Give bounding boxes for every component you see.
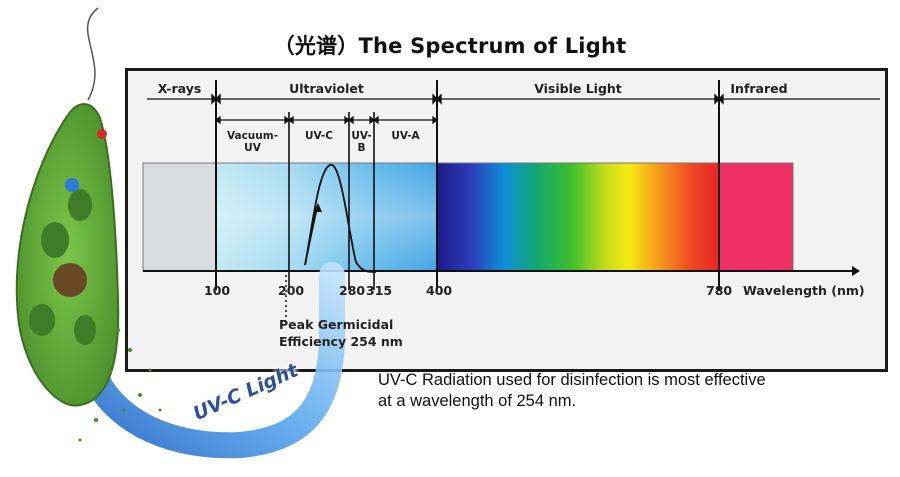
tick-label-100: 100 [204,283,231,298]
page-title: （光谱）The Spectrum of Light [273,34,627,58]
region-label-ultraviolet: Ultraviolet [289,81,364,96]
caption-text: UV-C Radiation used for disinfection is … [378,371,766,410]
subregion-label-uva: UV-A [391,130,420,142]
region-label-xrays: X-rays [157,81,202,96]
tick-label-400: 400 [426,283,453,298]
germicidal-curve [304,164,377,273]
microorganism-illustration [15,7,120,407]
subregion-label-vacuum-uv: Vacuum- UV [226,130,279,154]
peak-germicidal-note: Peak Germicidal Efficiency 254 nm [279,317,403,349]
tick-label-200: 200 [278,283,305,298]
tick-label-280: 280 [339,283,366,298]
visible-band [437,163,719,271]
subregion-label-uvb: UV- B [351,130,372,154]
region-label-infrared: Infrared [730,81,788,96]
xray-band [142,162,217,272]
infrared-band [718,162,794,272]
uv-band-sheen [216,163,437,271]
tick-label-780: 780 [706,283,733,298]
tick-label-315: 315 [366,283,393,298]
region-label-visible: Visible Light [534,81,622,96]
subregion-label-uvc: UV-C [305,130,333,142]
axis-label-wavelength: Wavelength (nm) [743,283,865,298]
